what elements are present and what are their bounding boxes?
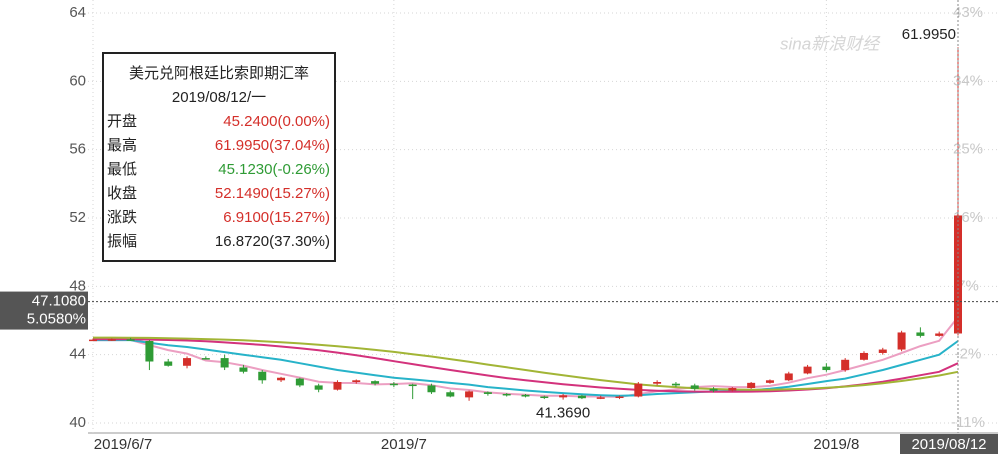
candle-body xyxy=(822,366,831,371)
candle-body xyxy=(239,367,248,372)
candle-body xyxy=(709,388,718,391)
y2-tick-label: -2% xyxy=(955,346,982,363)
crosshair-value: 47.1080 xyxy=(32,293,86,310)
candle-body xyxy=(521,394,530,397)
candle-body xyxy=(465,391,474,398)
y-tick-label: 64 xyxy=(69,4,86,21)
crosshair-label-bg xyxy=(0,291,88,330)
candle-body xyxy=(803,366,812,374)
candle-body xyxy=(540,396,549,399)
candle-body xyxy=(615,396,624,399)
candle-body xyxy=(559,395,568,398)
ma-line xyxy=(93,316,959,398)
info-row: 最低 45.1230(-0.26%) xyxy=(104,158,334,182)
info-label: 开盘 xyxy=(107,113,138,130)
candle-body xyxy=(408,384,417,387)
y2-tick-label: 7% xyxy=(957,277,979,294)
candle-body xyxy=(427,385,436,393)
y-tick-label: 44 xyxy=(69,346,86,363)
candle-body xyxy=(747,382,756,388)
candle-body xyxy=(483,392,492,394)
candle-body xyxy=(784,373,793,381)
candle-body xyxy=(634,383,643,397)
x-tick-label: 2019/7 xyxy=(381,436,427,453)
candle-body xyxy=(878,349,887,353)
info-label: 收盘 xyxy=(107,185,138,202)
candle-body xyxy=(446,392,455,397)
ma-line xyxy=(93,339,959,397)
y2-tick-label: 25% xyxy=(953,141,983,158)
candle-body xyxy=(201,358,210,360)
info-value: 6.9100(15.27%) xyxy=(223,209,330,226)
candle-body xyxy=(596,397,605,399)
min-annotation: 41.3690 xyxy=(536,405,590,422)
info-value: 61.9950(37.04%) xyxy=(214,137,330,154)
candle-body xyxy=(333,382,342,390)
max-annotation: 61.9950 xyxy=(902,26,956,43)
y-tick-label: 40 xyxy=(69,414,86,431)
info-rows: 开盘 45.2400(0.00%) 最高 61.9950(37.04%) 最低 45.12… xyxy=(104,110,334,254)
x-label-highlight xyxy=(900,434,998,454)
candle-body xyxy=(577,395,586,399)
candle-body xyxy=(126,339,135,341)
info-row: 开盘 45.2400(0.00%) xyxy=(104,110,334,134)
y2-tick-label: 34% xyxy=(953,72,983,89)
candle-body xyxy=(371,381,380,384)
candle-body xyxy=(841,359,850,371)
candle-body xyxy=(935,333,944,336)
info-value: 52.1490(15.27%) xyxy=(214,185,330,202)
info-value: 45.1230(-0.26%) xyxy=(218,161,330,178)
info-date: 2019/08/12/一 xyxy=(171,89,267,106)
candle-body xyxy=(728,387,737,391)
candle-body xyxy=(183,358,192,366)
info-row: 涨跌 6.9100(15.27%) xyxy=(104,206,334,230)
candle-body xyxy=(671,383,680,386)
x-tick-label: 2019/8 xyxy=(813,436,859,453)
y-tick-label: 52 xyxy=(69,209,86,226)
y-tick-label: 48 xyxy=(69,277,86,294)
watermark: sina新浪财经 xyxy=(780,34,881,53)
candle-body xyxy=(690,385,699,389)
info-row: 最高 61.9950(37.04%) xyxy=(104,134,334,158)
candle-body xyxy=(352,380,361,382)
y-tick-label: 56 xyxy=(69,141,86,158)
y2-tick-label: -11% xyxy=(951,414,985,431)
y2-tick-label: 43% xyxy=(953,4,983,21)
crosshair-percent: 5.0580% xyxy=(27,311,86,328)
candle-body xyxy=(258,371,267,381)
info-label: 最高 xyxy=(107,137,138,154)
candle-body xyxy=(765,380,774,383)
candle-body xyxy=(277,377,286,381)
info-row: 振幅 16.8720(37.30%) xyxy=(104,230,334,254)
candle-body xyxy=(107,339,116,341)
y-tick-label: 60 xyxy=(69,72,86,89)
candle-body xyxy=(916,332,925,336)
candle-body xyxy=(295,378,304,386)
candle-body xyxy=(954,215,962,334)
candle-body xyxy=(145,341,154,362)
info-value: 45.2400(0.00%) xyxy=(223,113,330,130)
info-label: 涨跌 xyxy=(107,209,138,226)
info-label: 最低 xyxy=(107,161,138,178)
candle-body xyxy=(859,352,868,360)
x-tick-label: 2019/08/12 xyxy=(911,436,986,453)
candle-body xyxy=(389,383,398,386)
ma-line xyxy=(93,336,959,391)
candle-body xyxy=(314,385,323,390)
info-title: 美元兑阿根廷比索即期汇率 xyxy=(128,65,309,82)
x-tick-label: 2019/6/7 xyxy=(94,436,152,453)
candle-body xyxy=(89,339,97,342)
info-row: 收盘 52.1490(15.27%) xyxy=(104,182,334,206)
candle-body xyxy=(897,332,906,350)
info-value: 16.8720(37.30%) xyxy=(214,233,330,250)
candle-body xyxy=(502,393,511,396)
info-box: 美元兑阿根廷比索即期汇率 2019/08/12/一 开盘 45.2400(0.00… xyxy=(102,52,336,262)
candle-body xyxy=(653,382,662,384)
candle-body xyxy=(220,358,229,368)
info-label: 振幅 xyxy=(107,233,138,250)
candle-body xyxy=(164,361,173,366)
